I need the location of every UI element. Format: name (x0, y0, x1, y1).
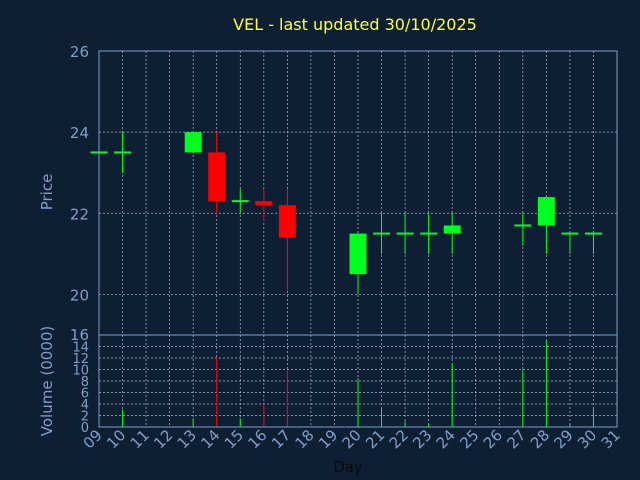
candle-body (184, 132, 202, 153)
volume-tick-label: 6 (81, 387, 89, 402)
volume-axis-label: Volume (0000) (38, 326, 56, 436)
volume-tick-label: 16 (70, 326, 89, 344)
day-axis-ticks: 0910111213141516171819202122232425262728… (80, 426, 624, 452)
candle-body (373, 232, 391, 235)
price-tick-label: 24 (70, 124, 89, 142)
volume-tick-label: 0 (81, 421, 89, 436)
candle-body (255, 201, 273, 206)
candle-body (443, 225, 461, 234)
candle-body (208, 152, 226, 202)
candle-body (231, 200, 249, 203)
price-tick-label: 22 (70, 205, 89, 223)
price-tick-label: 20 (70, 286, 89, 304)
price-tick-label: 26 (70, 43, 89, 61)
volume-tick-label: 14 (72, 341, 89, 356)
candle-body (114, 151, 132, 154)
candle-body (349, 233, 367, 275)
volume-tick-label: 2 (81, 410, 89, 425)
volume-plot-frame (98, 334, 618, 428)
price-axis-label: Price (38, 174, 56, 211)
candle-body (537, 197, 555, 226)
candle-body (514, 224, 532, 227)
candle-body (278, 205, 296, 238)
volume-tick-label: 12 (72, 352, 89, 367)
volume-tick-label: 10 (72, 364, 89, 379)
candle-body (396, 232, 414, 235)
candle-body (420, 232, 438, 235)
volume-bars (98, 340, 594, 427)
volume-tick-label: 8 (81, 375, 89, 390)
candle-body (561, 232, 579, 235)
chart-title: VEL - last updated 30/10/2025 (233, 15, 477, 34)
day-axis-label: Day (333, 458, 363, 476)
candle-body (584, 232, 602, 235)
volume-tick-label: 4 (81, 398, 89, 413)
candles (90, 132, 602, 295)
price-axis-ticks: 20 22 24 26 (70, 43, 89, 304)
